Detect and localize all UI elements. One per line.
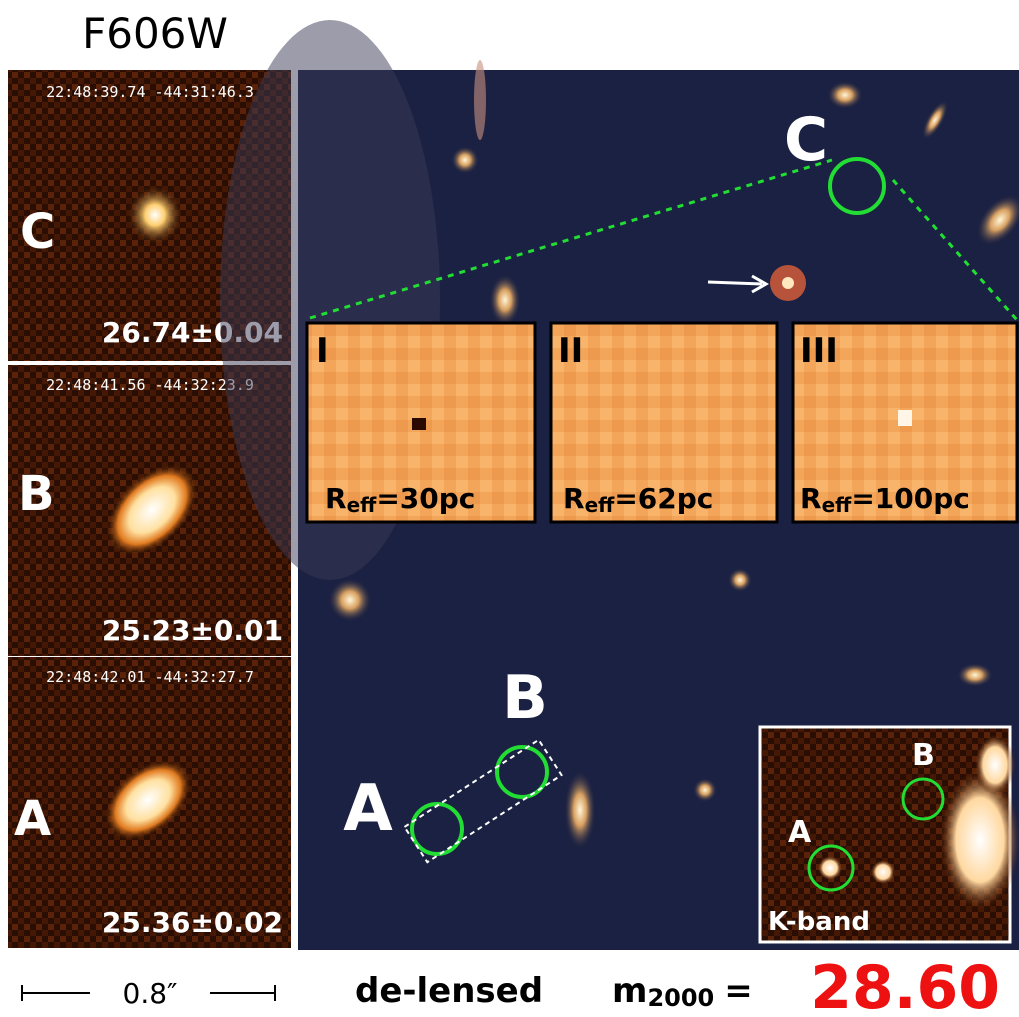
footer-text: de-lensed — [355, 971, 543, 1011]
inset-1: I Reff=30pc — [305, 321, 537, 524]
panel-a: 22:48:42.01 -44:32:27.7 A 25.36±0.02 — [8, 657, 291, 948]
inset-numeral: III — [800, 331, 838, 371]
magnitude: 25.36±0.02 — [102, 906, 283, 939]
k-label: A — [788, 815, 812, 850]
k-band-inset: B A K-band — [758, 725, 1019, 944]
footer: 0.8″ de-lensed m2000 = 28.60 — [21, 953, 1000, 1017]
inset-2: II Reff=62pc — [549, 321, 779, 524]
inset-numeral: I — [316, 331, 329, 371]
panel-label: C — [20, 204, 55, 260]
k-label: B — [912, 738, 935, 773]
image-label: A — [343, 772, 393, 846]
inset-3: III Reff=100pc — [791, 321, 1019, 524]
inset-radius: Reff=30pc — [325, 482, 475, 517]
image-label: B — [502, 663, 548, 733]
image-label: C — [784, 105, 828, 175]
coords: 22:48:39.74 -44:31:46.3 — [46, 83, 254, 101]
magnitude-label: m2000 = — [612, 971, 753, 1012]
scale-bar-label: 0.8″ — [123, 977, 178, 1010]
coords: 22:48:41.56 -44:32:23.9 — [46, 376, 254, 394]
coords: 22:48:42.01 -44:32:27.7 — [46, 668, 254, 686]
panel-b: 22:48:41.56 -44:32:23.9 B 25.23±0.01 — [8, 365, 291, 656]
magnitude: 25.23±0.01 — [102, 614, 283, 647]
panel-label: B — [18, 466, 55, 522]
panel-label: A — [14, 791, 51, 847]
title: F606W — [82, 9, 228, 58]
inset-radius: Reff=100pc — [800, 482, 970, 517]
inset-numeral: II — [558, 331, 583, 371]
delensed-magnitude: 28.60 — [810, 953, 1000, 1017]
k-title: K-band — [768, 907, 870, 937]
inset-radius: Reff=62pc — [563, 482, 713, 517]
